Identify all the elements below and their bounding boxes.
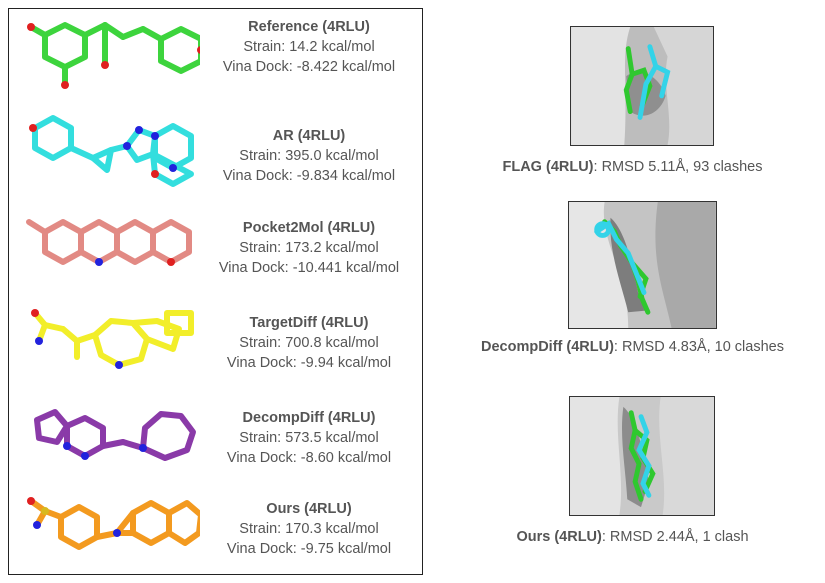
reference-molecule-structure bbox=[27, 22, 200, 89]
pose-caption-ours: Ours (4RLU): RMSD 2.44Å, 1 clash bbox=[440, 529, 825, 545]
molecule-row-decompdiff: DecompDiff (4RLU) Strain: 573.5 kcal/mol… bbox=[9, 392, 422, 486]
pose-method-name: Ours (4RLU) bbox=[516, 529, 602, 545]
molecule-row-ours: Ours (4RLU) Strain: 170.3 kcal/mol Vina … bbox=[9, 483, 422, 577]
vina-dock-value: Vina Dock: -9.834 kcal/mol bbox=[222, 168, 396, 184]
molecule-caption: AR (4RLU) Strain: 395.0 kcal/mol Vina Do… bbox=[199, 126, 419, 186]
molecule-name: Reference (4RLU) bbox=[248, 19, 370, 35]
molecule-row-pocket2mol: Pocket2Mol (4RLU) Strain: 173.2 kcal/mol… bbox=[9, 204, 422, 298]
pose-method-name: DecompDiff (4RLU) bbox=[481, 339, 614, 355]
molecule-caption: TargetDiff (4RLU) Strain: 700.8 kcal/mol… bbox=[199, 313, 419, 373]
strain-value: Strain: 573.5 kcal/mol bbox=[239, 430, 379, 446]
strain-value: Strain: 170.3 kcal/mol bbox=[239, 521, 379, 537]
pose-method-name: FLAG (4RLU) bbox=[502, 159, 594, 175]
vina-dock-value: Vina Dock: -8.60 kcal/mol bbox=[226, 450, 392, 466]
molecule-row-ar: AR (4RLU) Strain: 395.0 kcal/mol Vina Do… bbox=[9, 108, 422, 202]
molecule-name: Pocket2Mol (4RLU) bbox=[242, 220, 376, 236]
protein-surface-render bbox=[571, 27, 713, 145]
molecule-caption: DecompDiff (4RLU) Strain: 573.5 kcal/mol… bbox=[199, 408, 419, 468]
pocket2mol-molecule-structure bbox=[26, 219, 192, 266]
docking-pose-panel: FLAG (4RLU): RMSD 5.11Å, 93 clashes Deco… bbox=[440, 0, 825, 583]
pose-metrics: : RMSD 2.44Å, 1 clash bbox=[601, 529, 749, 545]
vina-dock-value: Vina Dock: -8.422 kcal/mol bbox=[222, 59, 396, 75]
molecule-caption: Reference (4RLU) Strain: 14.2 kcal/mol V… bbox=[199, 17, 419, 77]
pose-metrics: : RMSD 4.83Å, 10 clashes bbox=[613, 339, 784, 355]
protein-surface-render bbox=[569, 202, 716, 328]
pose-ours: Ours (4RLU): RMSD 2.44Å, 1 clash bbox=[440, 380, 825, 583]
molecule-comparison-panel: Reference (4RLU) Strain: 14.2 kcal/mol V… bbox=[8, 8, 423, 575]
pose-decompdiff: DecompDiff (4RLU): RMSD 4.83Å, 10 clashe… bbox=[440, 180, 825, 380]
pose-caption-decompdiff: DecompDiff (4RLU): RMSD 4.83Å, 10 clashe… bbox=[440, 339, 825, 355]
molecule-row-targetdiff: TargetDiff (4RLU) Strain: 700.8 kcal/mol… bbox=[9, 299, 422, 393]
ar-molecule-structure bbox=[29, 115, 194, 187]
molecule-row-reference: Reference (4RLU) Strain: 14.2 kcal/mol V… bbox=[9, 15, 422, 109]
vina-dock-value: Vina Dock: -10.441 kcal/mol bbox=[218, 260, 400, 276]
pose-flag: FLAG (4RLU): RMSD 5.11Å, 93 clashes bbox=[440, 0, 825, 180]
strain-value: Strain: 395.0 kcal/mol bbox=[239, 148, 379, 164]
pose-image-flag bbox=[570, 26, 714, 146]
pose-image-decompdiff bbox=[568, 201, 717, 329]
pose-metrics: : RMSD 5.11Å, 93 clashes bbox=[593, 159, 763, 175]
targetdiff-molecule-structure bbox=[31, 309, 194, 369]
molecule-caption: Ours (4RLU) Strain: 170.3 kcal/mol Vina … bbox=[199, 499, 419, 559]
molecule-name: DecompDiff (4RLU) bbox=[242, 410, 376, 426]
vina-dock-value: Vina Dock: -9.75 kcal/mol bbox=[226, 541, 392, 557]
protein-surface-render bbox=[570, 397, 714, 515]
molecule-name: AR (4RLU) bbox=[272, 128, 346, 144]
molecule-name: TargetDiff (4RLU) bbox=[249, 315, 369, 331]
molecule-name: Ours (4RLU) bbox=[266, 501, 352, 517]
strain-value: Strain: 173.2 kcal/mol bbox=[239, 240, 379, 256]
strain-value: Strain: 700.8 kcal/mol bbox=[239, 335, 379, 351]
vina-dock-value: Vina Dock: -9.94 kcal/mol bbox=[226, 355, 392, 371]
decompdiff-molecule-structure bbox=[34, 409, 196, 461]
ours-molecule-structure bbox=[27, 497, 200, 550]
strain-value: Strain: 14.2 kcal/mol bbox=[243, 39, 375, 55]
molecule-caption: Pocket2Mol (4RLU) Strain: 173.2 kcal/mol… bbox=[199, 218, 419, 278]
pose-image-ours bbox=[569, 396, 715, 516]
pose-caption-flag: FLAG (4RLU): RMSD 5.11Å, 93 clashes bbox=[440, 159, 825, 175]
